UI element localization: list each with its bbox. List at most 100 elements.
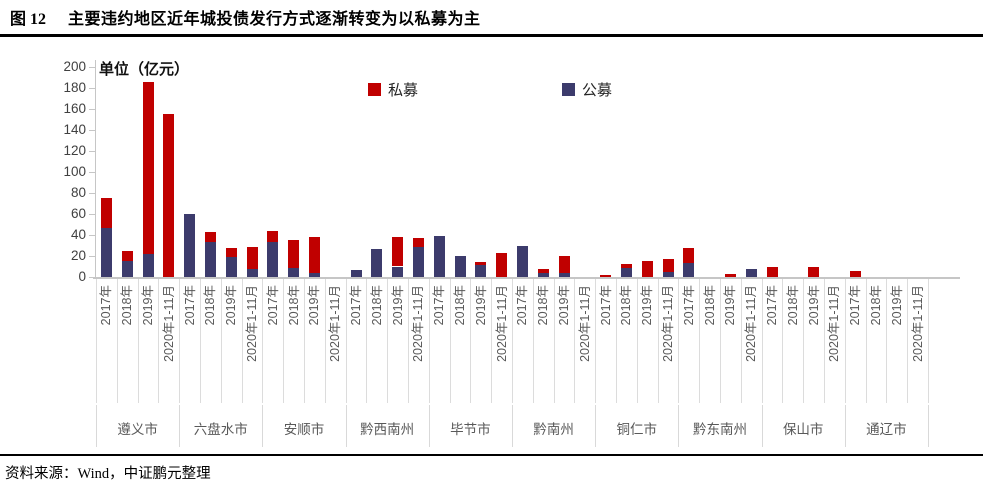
legend-item-gongmu: 公募	[562, 79, 612, 100]
x-tick-label: 2019年	[640, 285, 655, 326]
x-tick-label: 2018年	[785, 285, 800, 326]
bar-segment-gongmu	[392, 266, 404, 277]
city-label: 六盘水市	[193, 422, 248, 437]
x-axis-line	[93, 277, 960, 279]
bar-segment-simu	[641, 261, 653, 277]
bar-segment-simu	[662, 259, 674, 272]
legend-item-simu: 私募	[368, 79, 418, 100]
x-slot-separator	[470, 279, 472, 403]
y-tick-label: 180	[63, 80, 86, 95]
x-slot-separator	[907, 279, 909, 403]
y-axis-unit-label: 单位（亿元）	[99, 61, 190, 78]
x-tick-label: 2020年1-11月	[328, 285, 343, 362]
x-slot-separator	[304, 279, 305, 403]
y-tick-label: 200	[63, 59, 86, 74]
x-tick-label: 2017年	[848, 285, 863, 326]
y-tick-mark	[89, 214, 96, 215]
y-tick-mark	[89, 256, 96, 257]
city-group-separator	[595, 405, 597, 447]
city-label: 安顺市	[283, 422, 325, 437]
bar-segment-simu	[766, 266, 778, 277]
x-slot-separator	[324, 279, 326, 403]
x-tick-label: 2018年	[120, 285, 135, 326]
x-tick-label: 2017年	[681, 285, 696, 326]
bar-segment-gongmu	[454, 256, 466, 277]
bar-segment-simu	[600, 274, 612, 277]
y-tick-label: 80	[70, 185, 86, 200]
bar-segment-simu	[225, 247, 237, 258]
bar-segment-gongmu	[662, 271, 674, 277]
y-tick-mark	[89, 67, 96, 68]
city-group-separator	[928, 405, 929, 447]
y-tick-mark	[89, 235, 96, 236]
bar-segment-gongmu	[225, 257, 237, 277]
x-slot-separator	[616, 279, 617, 403]
x-tick-label: 2017年	[349, 285, 363, 326]
y-tick-label: 40	[70, 227, 86, 242]
bar-segment-gongmu	[620, 267, 632, 277]
x-slot-separator	[345, 279, 347, 403]
legend-marker-gongmu	[562, 83, 575, 96]
x-tick-label: 2018年	[702, 285, 717, 326]
x-slot-separator	[824, 279, 825, 403]
bar-segment-gongmu	[475, 265, 487, 277]
y-tick-mark	[89, 130, 96, 131]
x-tick-label: 2017年	[598, 285, 613, 326]
bar-segment-gongmu	[558, 272, 570, 277]
city-group-separator	[262, 405, 264, 447]
x-slot-separator	[283, 279, 285, 403]
bar-segment-gongmu	[745, 268, 757, 277]
x-tick-label: 2019年	[557, 285, 571, 326]
bar-segment-gongmu	[433, 236, 445, 277]
y-tick-mark	[89, 88, 96, 89]
y-tick-label: 120	[63, 143, 86, 158]
bar-segment-simu	[808, 266, 820, 277]
bar-segment-gongmu	[683, 263, 695, 277]
y-tick-mark	[89, 193, 96, 194]
y-tick-label: 100	[63, 164, 86, 179]
x-tick-label: 2020年1-11月	[494, 285, 509, 362]
city-label: 毕节市	[450, 422, 491, 437]
city-label: 黔东南州	[692, 422, 747, 437]
x-tick-label: 2019年	[806, 285, 821, 326]
bar-segment-gongmu	[184, 214, 196, 277]
legend-label-gongmu: 公募	[582, 82, 613, 99]
bar-segment-gongmu	[246, 268, 258, 277]
bar-segment-gongmu	[288, 267, 300, 277]
x-slot-separator	[116, 279, 118, 403]
bar-segment-gongmu	[267, 242, 279, 277]
bar-segment-simu	[558, 256, 570, 273]
x-slot-separator	[803, 279, 805, 403]
x-tick-label: 2018年	[369, 285, 384, 326]
x-slot-separator	[532, 279, 534, 403]
bar-segment-gongmu	[350, 269, 362, 277]
city-group-separator	[678, 405, 680, 447]
y-tick-label: 0	[78, 269, 86, 284]
x-tick-label: 2018年	[619, 285, 634, 326]
x-slot-separator	[699, 279, 701, 403]
figure-header: 图 12 主要违约地区近年城投债发行方式逐渐转变为以私募为主	[0, 0, 983, 37]
bar-segment-simu	[537, 268, 549, 273]
x-slot-separator	[387, 279, 389, 403]
x-slot-separator	[491, 279, 493, 403]
x-slot-separator	[553, 279, 555, 403]
x-slot-separator	[137, 279, 139, 403]
x-tick-label: 2019年	[473, 285, 488, 326]
y-tick-label: 160	[63, 101, 86, 116]
x-tick-label: 2017年	[265, 285, 280, 326]
figure-number: 图 12	[10, 11, 47, 28]
y-axis-line	[95, 60, 96, 279]
x-slot-separator	[449, 279, 451, 403]
x-slot-separator	[844, 279, 846, 403]
x-tick-label: 2018年	[869, 285, 883, 326]
bar-segment-gongmu	[142, 253, 154, 277]
x-slot-separator	[408, 279, 409, 403]
x-tick-label: 2019年	[307, 285, 322, 326]
bar-segment-simu	[204, 231, 216, 243]
city-label: 黔南州	[533, 422, 574, 437]
x-tick-label: 2020年1-11月	[411, 285, 426, 362]
y-tick-mark	[89, 277, 96, 278]
x-slot-separator	[720, 279, 721, 403]
x-tick-label: 2019年	[224, 285, 239, 326]
